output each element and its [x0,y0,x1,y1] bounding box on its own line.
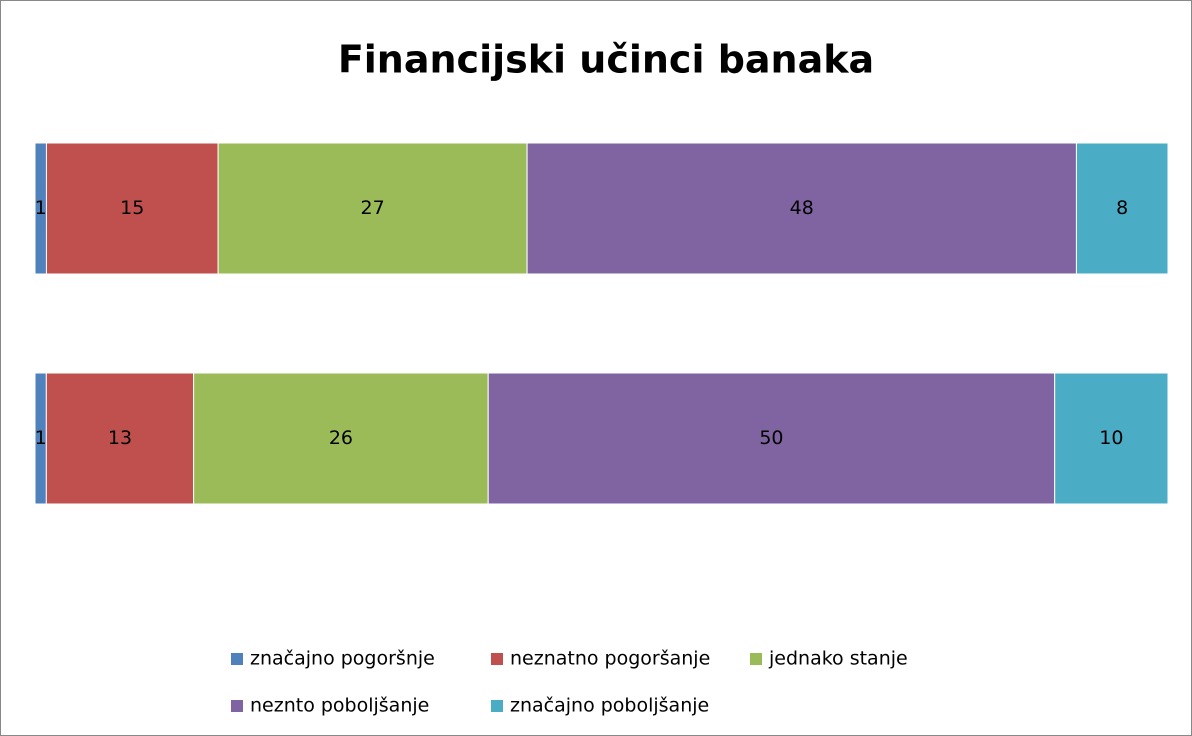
data-label: 15 [120,197,144,219]
data-label: 50 [759,427,783,449]
legend-swatch [491,653,503,665]
data-label: 1 [35,197,47,219]
data-label: 27 [361,197,385,219]
bar-segment [217,142,528,275]
legend-label: značajno poboljšanje [510,695,709,717]
legend-label: jednako stanje [768,648,908,670]
data-label: 26 [329,427,353,449]
data-label: 1 [35,427,47,449]
legend-label: neznto poboljšanje [250,695,429,717]
legend-swatch [231,700,243,712]
bar-segment [193,372,489,505]
bar-segment [1075,142,1169,275]
legend-label: značajno pogoršnje [250,648,435,670]
chart-title: Financijski učinci banaka [338,38,874,82]
legend-swatch [231,653,243,665]
bar-segment [487,372,1056,505]
data-label: 10 [1099,427,1123,449]
bar-segment [1054,372,1169,505]
legend-swatch [491,700,503,712]
legend-label: neznatno pogoršanje [510,648,710,670]
data-label: 8 [1116,197,1128,219]
legend-swatch [750,653,762,665]
bar-segment [45,372,195,505]
data-label: 13 [108,427,132,449]
data-label: 48 [790,197,814,219]
